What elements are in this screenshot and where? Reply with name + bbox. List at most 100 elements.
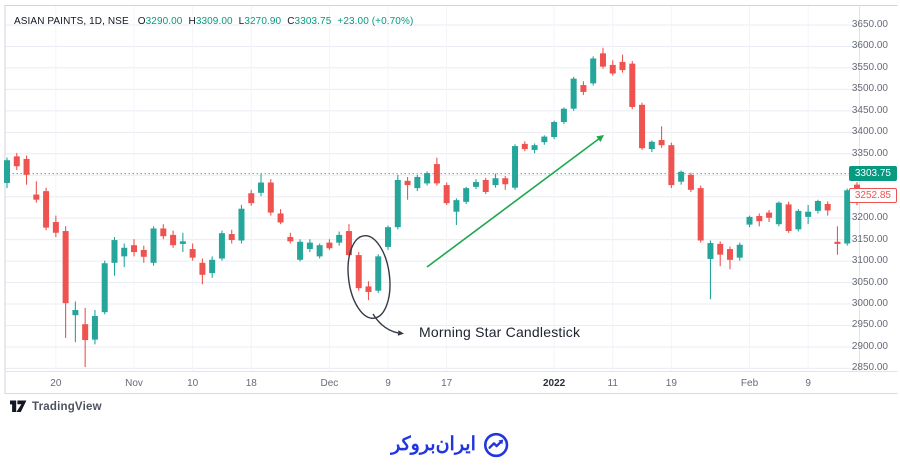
- time-axis-label: 10: [187, 378, 199, 389]
- price-axis-label: 3450.00: [851, 104, 888, 116]
- candle-body: [482, 179, 489, 192]
- candle-body: [629, 63, 636, 107]
- candle-body: [365, 286, 372, 292]
- candle-body: [492, 178, 499, 186]
- price-axis-label: 3200.00: [851, 212, 888, 224]
- price-axis-label: 3050.00: [851, 276, 888, 288]
- candle-body: [736, 244, 743, 258]
- trend-up-arrow-line: [426, 137, 601, 268]
- time-axis-label: 19: [665, 378, 677, 389]
- annotation-arrowhead: [397, 330, 404, 336]
- candle-body: [218, 233, 225, 259]
- candle-body: [355, 255, 362, 289]
- candle-body: [726, 249, 733, 260]
- candle-body: [658, 140, 665, 146]
- open-value: 3290.00: [145, 16, 183, 27]
- annotation-arrow-line: [372, 313, 399, 334]
- candle-body: [140, 249, 147, 257]
- candle-body: [463, 188, 470, 202]
- candle-body: [424, 173, 431, 184]
- brand-trend-icon: [483, 432, 509, 458]
- candle-body: [668, 145, 675, 186]
- candle-body: [766, 212, 773, 218]
- candle-body: [150, 228, 157, 263]
- candle-body: [609, 64, 616, 74]
- candle-body: [570, 78, 577, 109]
- candle-body: [687, 174, 694, 190]
- candle-body: [111, 240, 118, 263]
- candle-body: [678, 171, 685, 182]
- candle-body: [91, 316, 98, 340]
- prev-close-label: 3252.85: [848, 187, 897, 203]
- price-axis-label: 3000.00: [851, 298, 888, 309]
- price-axis-label: 3400.00: [851, 126, 888, 138]
- time-axis-label: 9: [805, 378, 811, 389]
- candle-body: [62, 231, 69, 304]
- candle-body: [33, 194, 40, 200]
- candle-body: [697, 188, 704, 241]
- candle-body: [551, 122, 558, 138]
- candle-body: [170, 234, 177, 246]
- last-price-badge: 3303.75: [848, 166, 897, 182]
- price-axis-label: 3100.00: [851, 255, 888, 267]
- candle-body: [394, 179, 401, 228]
- candle-body: [345, 231, 352, 256]
- open-label: O: [137, 16, 146, 27]
- high-value: 3309.00: [195, 16, 233, 27]
- candle-body: [599, 53, 606, 67]
- time-axis-label: 11: [607, 378, 618, 389]
- candle-body: [756, 216, 763, 222]
- candle-body: [648, 141, 655, 150]
- candle-body: [277, 213, 284, 223]
- candle-body: [306, 242, 313, 250]
- price-axis-label: 3650.00: [851, 19, 888, 30]
- candle-body: [824, 203, 831, 211]
- price-axis-label: 2900.00: [851, 340, 888, 352]
- candle-body: [443, 185, 450, 204]
- candle-body: [209, 259, 216, 274]
- change-value: +23.00 (+0.70%): [337, 16, 414, 27]
- tradingview-logo[interactable]: TradingView: [10, 399, 102, 414]
- candle-body: [336, 234, 343, 243]
- candle-body: [13, 156, 20, 167]
- price-axis-label: 3600.00: [851, 40, 888, 52]
- candle-body: [814, 200, 821, 211]
- candle-body: [43, 191, 50, 228]
- candle-body: [82, 324, 89, 341]
- candle-body: [775, 202, 782, 225]
- candle-body: [560, 108, 567, 123]
- brand-name: ایران‌بروکر: [391, 434, 476, 455]
- candle-body: [590, 58, 597, 84]
- low-label: L: [238, 16, 245, 27]
- candle-body: [258, 182, 265, 193]
- candle-body: [472, 182, 479, 187]
- candle-body: [121, 247, 128, 257]
- symbol-name: ASIAN PAINTS, 1D, NSE: [14, 16, 129, 27]
- close-label: C: [287, 16, 295, 27]
- time-axis-label: 18: [245, 378, 257, 389]
- candle-body: [23, 158, 30, 175]
- candle-body: [746, 216, 753, 225]
- candle-body: [179, 241, 186, 244]
- price-axis-label: 3500.00: [851, 83, 888, 95]
- brand-logo[interactable]: ایران‌بروکر: [391, 432, 509, 458]
- candle-body: [834, 241, 841, 244]
- high-label: H: [188, 16, 196, 27]
- candle-body: [189, 249, 196, 258]
- price-axis-label: 2950.00: [851, 319, 888, 331]
- time-axis-label: Feb: [740, 378, 759, 389]
- candle-body: [512, 146, 519, 188]
- candle-body: [375, 256, 382, 291]
- low-value: 3270.90: [244, 16, 282, 27]
- candle-body: [297, 241, 304, 260]
- candle-body: [619, 61, 626, 71]
- morning-star-annotation-text: Morning Star Candlestick: [419, 324, 581, 340]
- candle-body: [199, 262, 206, 275]
- candle-body: [326, 242, 333, 249]
- time-axis-label: 20: [50, 378, 62, 389]
- candle-body: [404, 180, 411, 186]
- tradingview-icon: [10, 400, 27, 412]
- candle-body: [580, 85, 587, 92]
- price-axis-label: 3150.00: [851, 233, 888, 245]
